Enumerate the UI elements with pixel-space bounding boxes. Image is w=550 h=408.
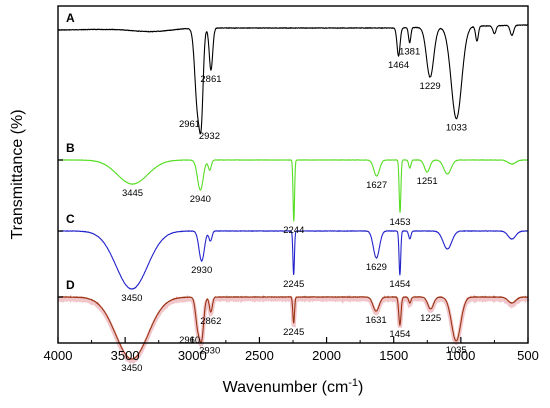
y-axis-title: Transmittance (%) — [9, 109, 26, 239]
peak-label: 1627 — [366, 180, 387, 191]
peak-label: 1251 — [417, 176, 438, 187]
panel-label-b: B — [66, 141, 75, 155]
peak-label: 2940 — [190, 194, 211, 205]
peak-label: 2960 — [179, 335, 200, 346]
peak-label: 1464 — [388, 60, 409, 71]
peak-label: 2932 — [199, 131, 220, 142]
peak-label: 1229 — [420, 81, 441, 92]
series-layer — [57, 24, 530, 365]
peak-label: 1454 — [389, 279, 410, 290]
peak-label: 2862 — [200, 316, 221, 327]
peak-label: 2861 — [200, 74, 221, 85]
x-tick-label: 500 — [517, 348, 539, 363]
panel-label-a: A — [66, 11, 75, 25]
x-tick-label: 3500 — [111, 348, 140, 363]
peak-label: 3450 — [121, 363, 142, 374]
series-c-line — [57, 230, 529, 290]
x-tick-label: 2500 — [245, 348, 274, 363]
peak-label: 1033 — [446, 123, 467, 134]
x-tick-label: 1000 — [446, 348, 475, 363]
peak-label: 2244 — [283, 225, 304, 236]
peak-label: 1381 — [399, 47, 420, 58]
x-tick-label: 1500 — [379, 348, 408, 363]
peak-label: 2961 — [179, 119, 200, 130]
peak-label: 2245 — [283, 279, 304, 290]
peak-label: 3450 — [121, 293, 142, 304]
axes-layer: 4000 3500 3000 2500 2000 1500 1000 500 Wavenumbe… — [9, 5, 539, 396]
panel-label-d: D — [66, 278, 75, 292]
peak-label: 2930 — [191, 265, 212, 276]
peak-label: 1629 — [366, 262, 387, 273]
peak-label: 1225 — [420, 313, 441, 324]
peak-label: 1631 — [366, 315, 387, 326]
series-d-line — [57, 296, 529, 360]
series-a-line — [57, 24, 529, 135]
x-tick-label: 2000 — [312, 348, 341, 363]
x-axis-title: Wavenumber (cm-1) — [223, 377, 364, 396]
panel-label-c: C — [66, 212, 75, 226]
peak-label: 1453 — [389, 217, 410, 228]
x-tick-label: 4000 — [44, 348, 73, 363]
series-b-line — [57, 159, 529, 222]
peak-label: 1454 — [389, 329, 410, 340]
peak-label: 3445 — [122, 188, 143, 199]
peak-label: 1035 — [446, 345, 467, 356]
x-tick-label: 3000 — [178, 348, 207, 363]
peak-label: 2930 — [199, 345, 220, 356]
peak-label: 2245 — [283, 327, 304, 338]
